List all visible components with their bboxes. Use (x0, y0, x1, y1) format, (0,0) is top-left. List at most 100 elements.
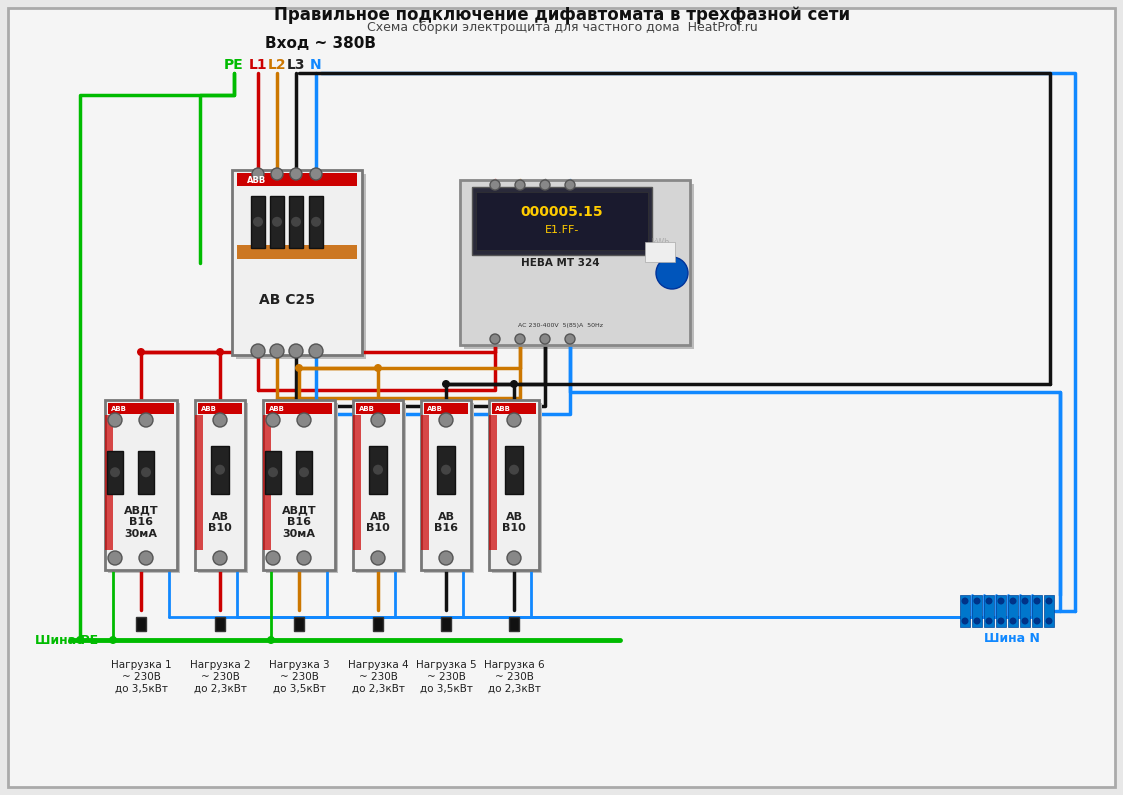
Text: АВДТ
В16
30мА: АВДТ В16 30мА (282, 506, 317, 539)
Circle shape (997, 618, 1004, 625)
Circle shape (252, 344, 265, 358)
Text: АВ С25: АВ С25 (258, 293, 314, 307)
Circle shape (565, 180, 575, 190)
Text: Вход ~ 380В: Вход ~ 380В (265, 36, 375, 51)
Bar (421, 400, 471, 570)
Bar (369, 446, 387, 494)
Text: Шина N: Шина N (984, 633, 1040, 646)
Circle shape (1033, 598, 1041, 604)
Bar (289, 196, 303, 248)
Bar (296, 451, 312, 494)
Circle shape (490, 334, 500, 344)
Bar (472, 187, 652, 255)
Text: ABB: ABB (111, 406, 127, 412)
Circle shape (309, 344, 323, 358)
Text: Нагрузка 5
~ 230В
до 3,5кВт: Нагрузка 5 ~ 230В до 3,5кВт (416, 661, 476, 693)
Bar (1008, 595, 1019, 627)
Bar (353, 400, 403, 570)
Circle shape (515, 180, 524, 190)
Text: Нагрузка 6
~ 230В
до 2,3кВт: Нагрузка 6 ~ 230В до 2,3кВт (484, 661, 545, 693)
Bar (489, 400, 539, 570)
Circle shape (290, 168, 302, 180)
Bar (195, 400, 245, 570)
Circle shape (1033, 618, 1041, 625)
Text: Правильное подключение дифавтомата в трехфазной сети: Правильное подключение дифавтомата в тре… (274, 6, 850, 24)
Circle shape (139, 551, 153, 565)
Bar (460, 180, 690, 345)
Text: L3: L3 (286, 58, 305, 72)
Circle shape (442, 380, 450, 388)
Text: ABB: ABB (201, 406, 217, 412)
Bar (492, 403, 542, 573)
Text: AC 230-400V  5(85)A  50Hz: AC 230-400V 5(85)A 50Hz (518, 323, 603, 328)
Circle shape (299, 467, 309, 477)
Text: L1: L1 (248, 58, 267, 72)
Bar (373, 617, 383, 631)
Circle shape (506, 413, 521, 427)
Circle shape (373, 465, 383, 475)
Circle shape (296, 413, 311, 427)
Bar (1032, 595, 1042, 627)
Circle shape (986, 598, 993, 604)
Circle shape (1022, 618, 1029, 625)
Bar (294, 617, 304, 631)
Bar (421, 415, 429, 550)
Circle shape (76, 636, 84, 644)
Circle shape (291, 217, 301, 227)
Bar (509, 617, 519, 631)
Circle shape (271, 168, 283, 180)
Bar (263, 400, 335, 570)
Bar (1044, 595, 1054, 627)
Bar (198, 403, 241, 414)
Bar (424, 403, 468, 414)
Circle shape (490, 180, 500, 190)
Text: ABB: ABB (359, 406, 375, 412)
Text: Шина РЕ: Шина РЕ (35, 634, 98, 646)
Circle shape (109, 636, 117, 644)
Circle shape (540, 180, 550, 190)
Bar (198, 403, 248, 573)
Circle shape (1022, 598, 1029, 604)
Bar (138, 451, 154, 494)
Circle shape (266, 413, 280, 427)
Circle shape (441, 465, 451, 475)
Circle shape (268, 467, 279, 477)
Bar (104, 415, 113, 550)
Bar (266, 403, 332, 414)
Circle shape (656, 257, 688, 289)
Bar (356, 403, 407, 573)
Bar (505, 446, 523, 494)
Circle shape (266, 551, 280, 565)
Circle shape (961, 618, 968, 625)
Circle shape (439, 551, 453, 565)
Text: АВ
В16: АВ В16 (433, 512, 458, 533)
Text: ABB: ABB (427, 406, 442, 412)
Bar (211, 446, 229, 494)
Circle shape (213, 551, 227, 565)
Bar (104, 400, 177, 570)
Circle shape (506, 551, 521, 565)
Bar (960, 595, 970, 627)
Text: Нагрузка 3
~ 230В
до 3,5кВт: Нагрузка 3 ~ 230В до 3,5кВт (268, 661, 329, 693)
Circle shape (213, 413, 227, 427)
Bar (437, 446, 455, 494)
Circle shape (986, 618, 993, 625)
Circle shape (1010, 598, 1016, 604)
Bar (353, 415, 360, 550)
Circle shape (439, 413, 453, 427)
Text: Нагрузка 4
~ 230В
до 2,3кВт: Нагрузка 4 ~ 230В до 2,3кВт (348, 661, 409, 693)
Bar (476, 192, 648, 250)
Text: ABB: ABB (270, 406, 285, 412)
Bar (214, 617, 225, 631)
Bar (424, 403, 474, 573)
Circle shape (311, 217, 321, 227)
Bar (973, 595, 982, 627)
Text: 000005.15: 000005.15 (521, 205, 603, 219)
Bar (108, 403, 180, 573)
Circle shape (289, 344, 303, 358)
Bar (645, 242, 675, 262)
Circle shape (1046, 598, 1052, 604)
Text: Схема сборки электрощита для частного дома  HeatProf.ru: Схема сборки электрощита для частного до… (366, 21, 757, 33)
Bar (309, 196, 323, 248)
Bar (136, 617, 146, 631)
